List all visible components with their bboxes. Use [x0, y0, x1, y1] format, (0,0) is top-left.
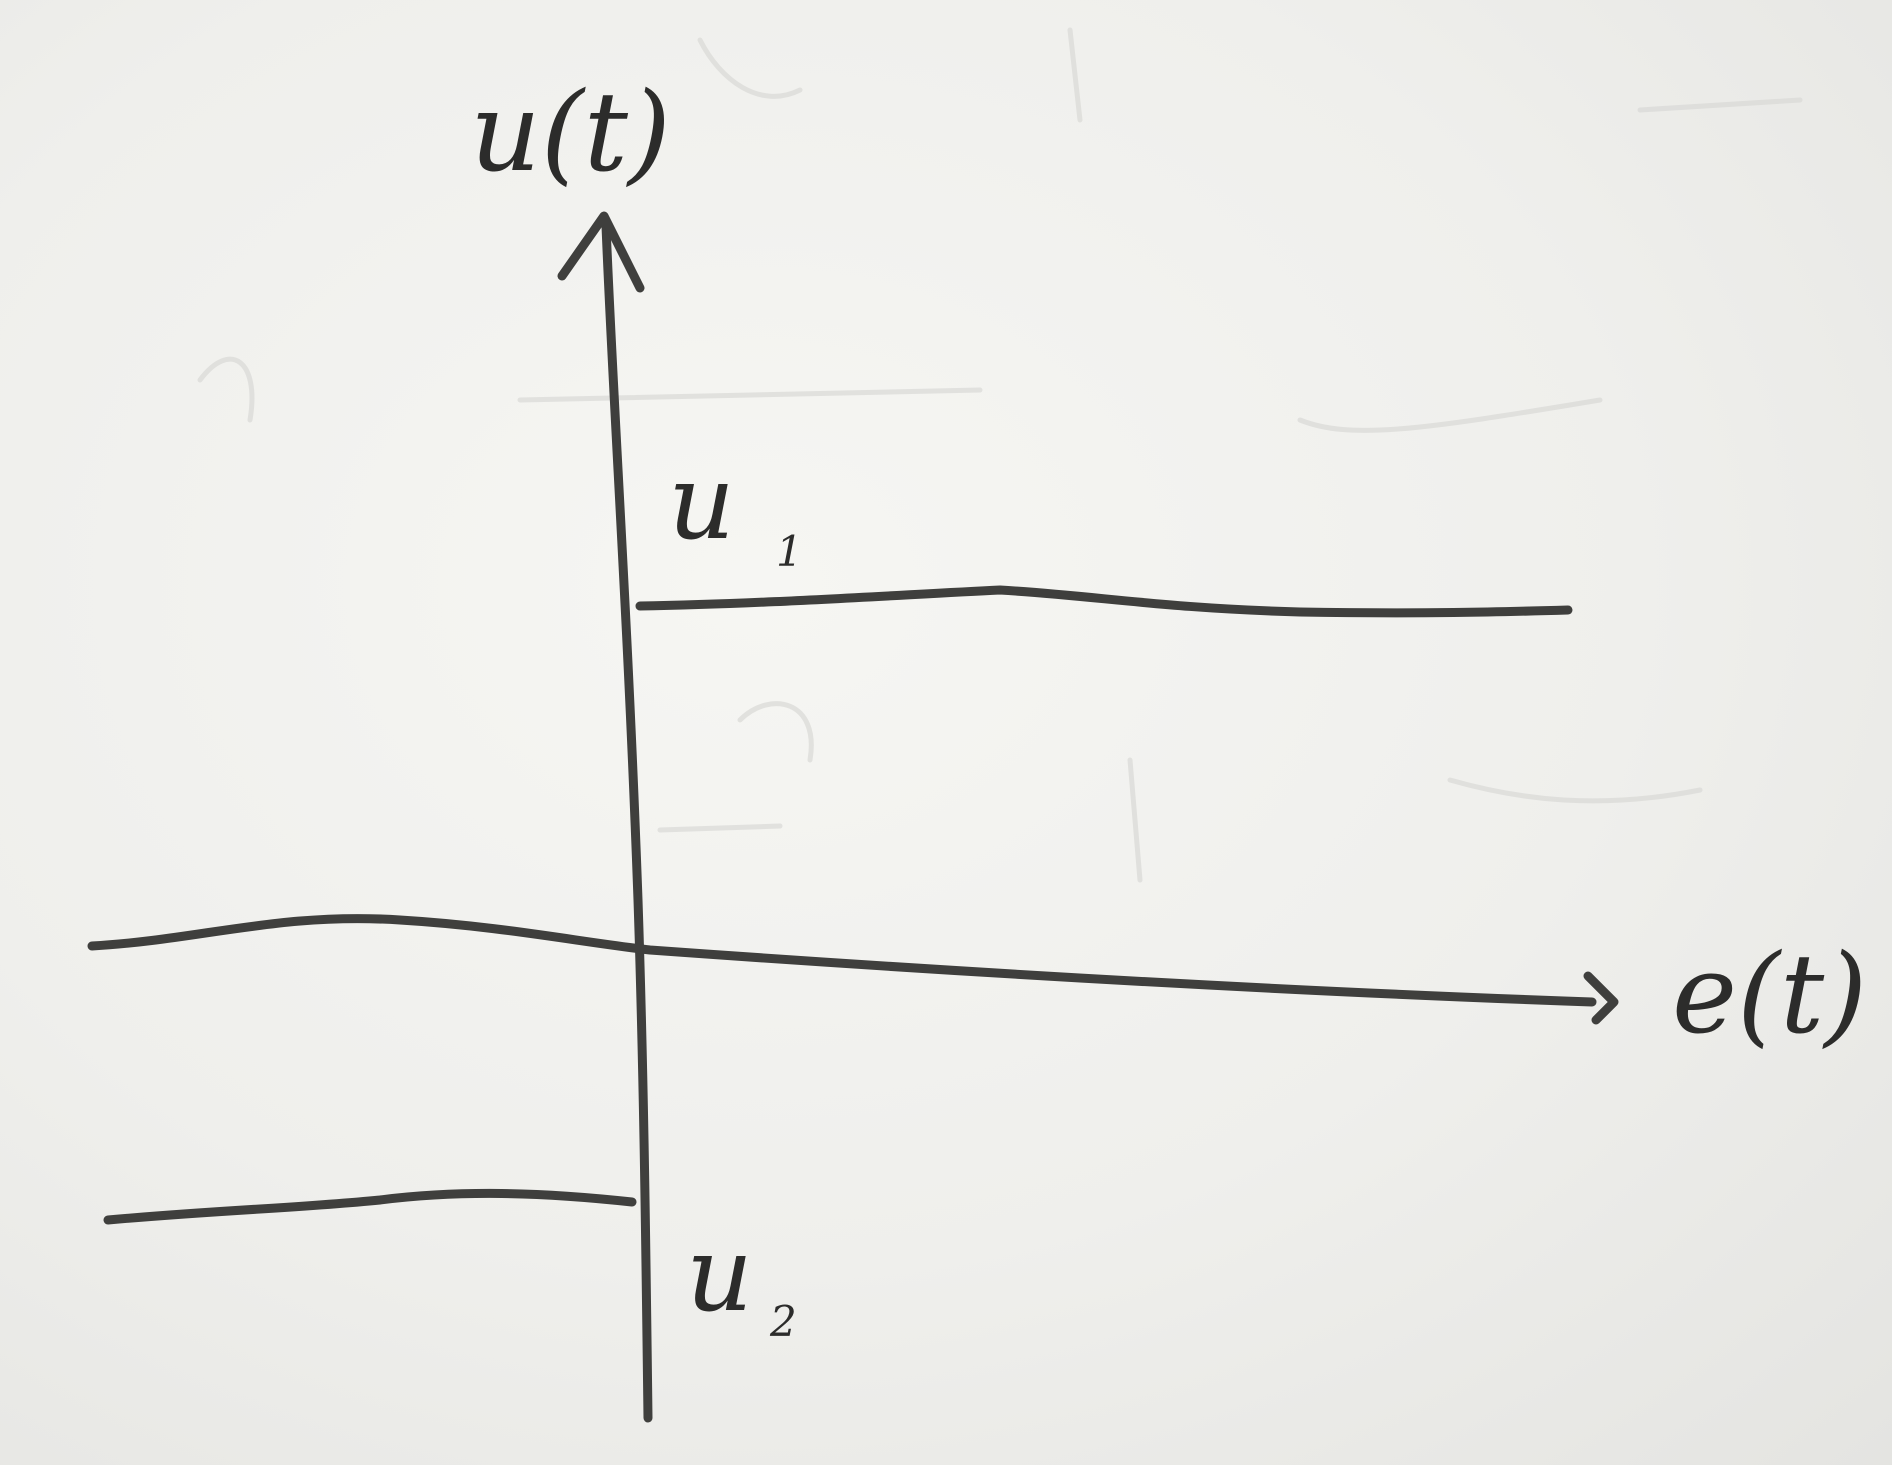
x-axis-line: [87, 914, 1597, 1007]
upper-level-letter: u: [668, 441, 735, 563]
x-axis-arrowhead: [1583, 971, 1619, 1025]
y-axis: [557, 211, 653, 1423]
lower-output-level-line: [103, 1188, 637, 1225]
y-axis-arrowhead: [557, 211, 645, 293]
y-axis-label: u(t): [470, 68, 671, 196]
x-axis-label: e(t): [1672, 930, 1867, 1058]
y-axis-line: [601, 221, 653, 1423]
paper-bleed-through: [197, 27, 1803, 883]
upper-output-level-line: [635, 585, 1573, 618]
lower-level-label: u 2: [686, 1213, 797, 1346]
upper-level-label: u 1: [668, 441, 803, 576]
upper-level-subscript: 1: [776, 527, 803, 576]
lower-level-letter: u: [686, 1213, 753, 1335]
x-axis: [87, 914, 1619, 1025]
lower-level-subscript: 2: [769, 1297, 797, 1346]
